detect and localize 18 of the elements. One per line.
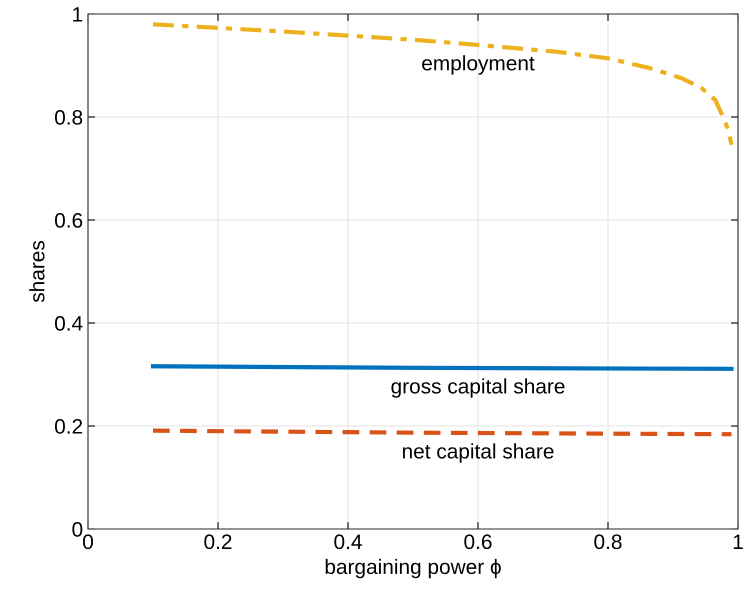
x-axis-title: bargaining power ϕ xyxy=(326,558,501,578)
series-label: employment xyxy=(422,55,535,75)
y-tick-label: 0.8 xyxy=(54,110,82,125)
series-label: net capital share xyxy=(402,443,554,463)
x-tick-label: 0 xyxy=(83,534,93,550)
x-tick-label: 0.4 xyxy=(334,534,362,550)
line-series xyxy=(150,22,734,147)
y-tick-label: 0 xyxy=(72,522,82,537)
y-axis-title: shares xyxy=(29,240,45,302)
y-tick-label: 0.4 xyxy=(54,316,83,331)
y-tick-label: 0.6 xyxy=(54,213,82,228)
x-tick-label: 0.8 xyxy=(594,534,622,550)
x-tick-label: 0.2 xyxy=(204,534,232,550)
series-label: gross capital share xyxy=(391,378,565,398)
x-tick-label: 0.6 xyxy=(464,534,492,550)
x-tick-label: 1 xyxy=(734,534,743,549)
y-tick-label: 0.2 xyxy=(54,419,82,434)
y-tick-label: 1 xyxy=(73,7,82,22)
